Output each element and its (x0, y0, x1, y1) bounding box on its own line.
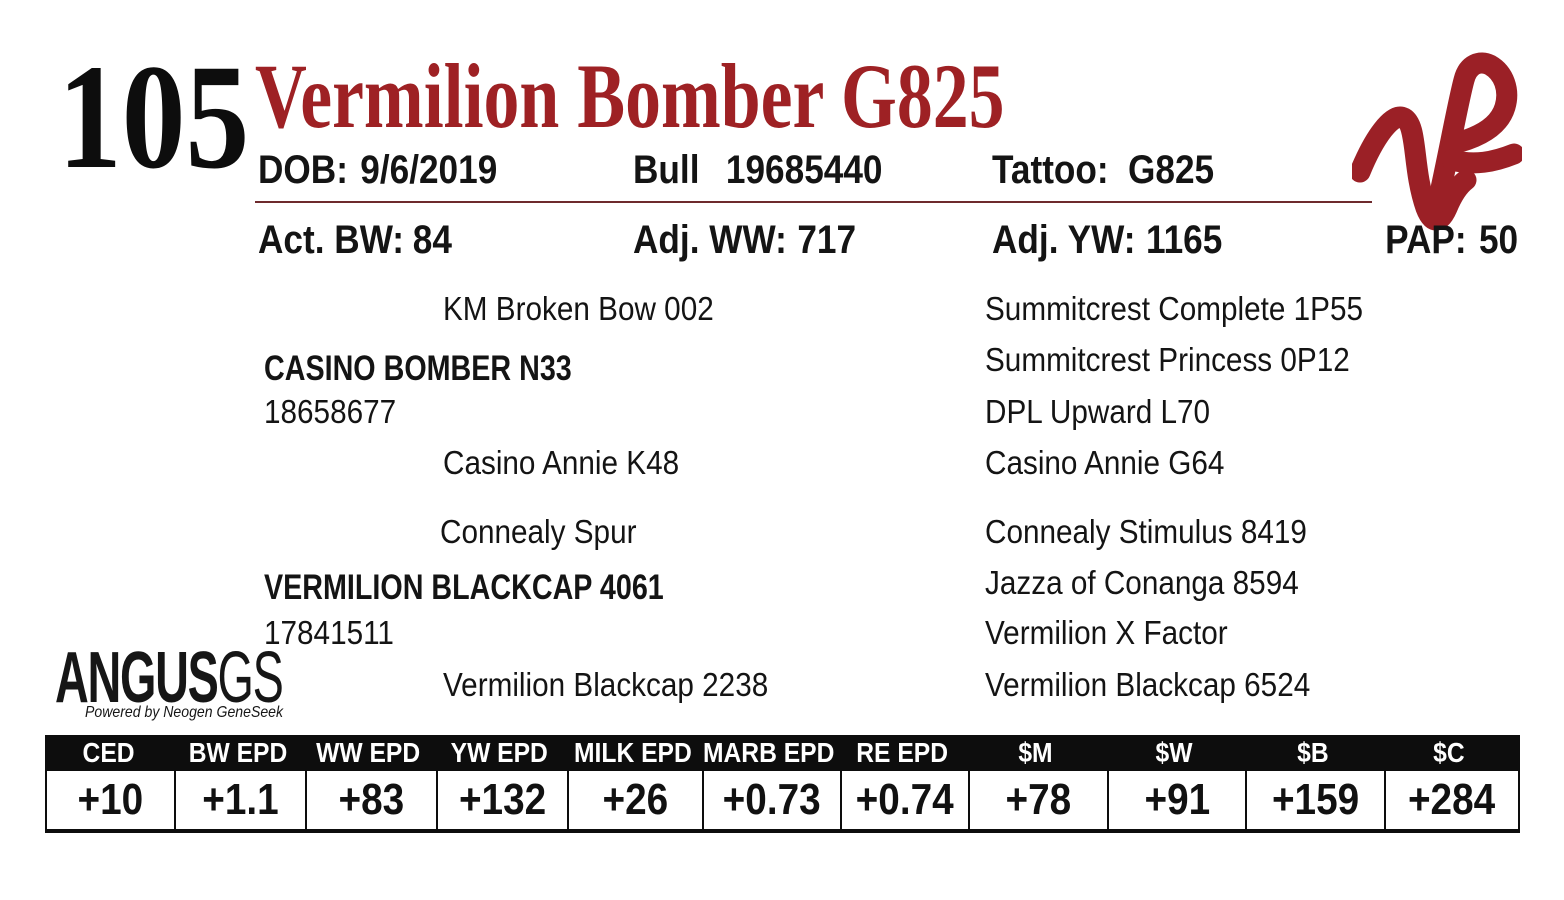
sire-ancestor-1: Summitcrest Complete 1P55 (985, 290, 1363, 327)
epd-header-dm: $M (1018, 737, 1053, 768)
dam-ancestor-2: Jazza of Conanga 8594 (985, 564, 1299, 601)
epd-value-yw: +132 (436, 771, 567, 829)
adj-ww-field: Adj. WW: 717 (633, 218, 856, 263)
dam-registration: 17841511 (264, 614, 394, 651)
epd-table: CED BW EPD WW EPD YW EPD MILK EPD MARB E… (45, 735, 1520, 833)
adj-yw-value: 1165 (1145, 218, 1223, 262)
dob-value: 9/6/2019 (360, 148, 498, 192)
epd-value-re: +0.74 (840, 771, 968, 829)
epd-header-marb: MARB EPD (703, 737, 835, 768)
pap-value: 50 (1478, 218, 1518, 262)
epd-header-ww: WW EPD (316, 737, 421, 768)
epd-header-ced: CED (82, 737, 135, 768)
dam-ancestor-1: Connealy Stimulus 8419 (985, 513, 1307, 550)
sex-label: Bull (633, 148, 700, 192)
epd-value-bw: +1.1 (174, 771, 305, 829)
dam-ancestor-3: Vermilion X Factor (985, 614, 1228, 651)
adj-ww-value: 717 (797, 218, 857, 262)
header-rule (255, 201, 1372, 203)
tattoo-value: G825 (1128, 148, 1215, 192)
gs-wordmark: GS (217, 638, 284, 718)
epd-value-milk: +26 (567, 771, 702, 829)
sire-name: CASINO BOMBER N33 (264, 349, 572, 388)
act-bw-value: 84 (412, 218, 452, 262)
angus-wordmark: ANGUS (55, 638, 219, 718)
sire-registration: 18658677 (264, 393, 397, 430)
epd-header-re: RE EPD (856, 737, 948, 768)
dam-ancestor-4: Vermilion Blackcap 6524 (985, 666, 1311, 703)
pap-label: PAP: (1385, 218, 1467, 262)
animal-name-title: Vermilion Bomber G825 (255, 45, 1005, 147)
epd-value-dw: +91 (1107, 771, 1245, 829)
adj-ww-label: Adj. WW: (633, 218, 787, 262)
adj-yw-label: Adj. YW: (992, 218, 1136, 262)
act-bw-label: Act. BW: (258, 218, 405, 262)
logo-tagline: Powered by Neogen GeneSeek (85, 704, 284, 721)
sire-granddam: Casino Annie K48 (443, 444, 680, 481)
dob-field: DOB: 9/6/2019 (258, 148, 497, 193)
dam-granddam: Vermilion Blackcap 2238 (443, 666, 769, 703)
epd-value-row: +10 +1.1 +83 +132 +26 +0.73 +0.74 +78 +9… (45, 771, 1520, 833)
epd-value-dm: +78 (968, 771, 1107, 829)
dob-label: DOB: (258, 148, 348, 192)
sire-ancestor-4: Casino Annie G64 (985, 444, 1225, 481)
sire-grandsire: KM Broken Bow 002 (443, 290, 714, 327)
angusgs-logo: ANGUS GS (55, 642, 405, 714)
epd-header-dc: $C (1433, 737, 1465, 768)
epd-header-milk: MILK EPD (573, 737, 692, 768)
epd-header-bw: BW EPD (188, 737, 287, 768)
lot-number: 105 (58, 34, 250, 200)
epd-header-db: $B (1296, 737, 1329, 768)
epd-header-yw: YW EPD (450, 737, 549, 768)
tattoo-label: Tattoo: (992, 148, 1109, 192)
epd-value-dc: +284 (1384, 771, 1518, 829)
epd-value-ww: +83 (305, 771, 436, 829)
sire-ancestor-2: Summitcrest Princess 0P12 (985, 341, 1350, 378)
dam-grandsire: Connealy Spur (440, 513, 637, 550)
dam-name: VERMILION BLACKCAP 4061 (264, 568, 664, 607)
epd-value-marb: +0.73 (702, 771, 840, 829)
epd-header-row: CED BW EPD WW EPD YW EPD MILK EPD MARB E… (45, 735, 1520, 771)
epd-value-ced: +10 (77, 775, 144, 824)
registration-value: 19685440 (725, 148, 883, 192)
sex-reg-field: Bull 19685440 (633, 148, 882, 193)
epd-header-dw: $W (1155, 737, 1193, 768)
epd-value-db: +159 (1245, 771, 1384, 829)
pap-field: PAP: 50 (1385, 218, 1518, 263)
adj-yw-field: Adj. YW: 1165 (992, 218, 1222, 263)
sire-ancestor-3: DPL Upward L70 (985, 393, 1211, 430)
tattoo-field: Tattoo: G825 (992, 148, 1214, 193)
act-bw-field: Act. BW: 84 (258, 218, 452, 263)
vr-brand-icon (1349, 50, 1525, 250)
